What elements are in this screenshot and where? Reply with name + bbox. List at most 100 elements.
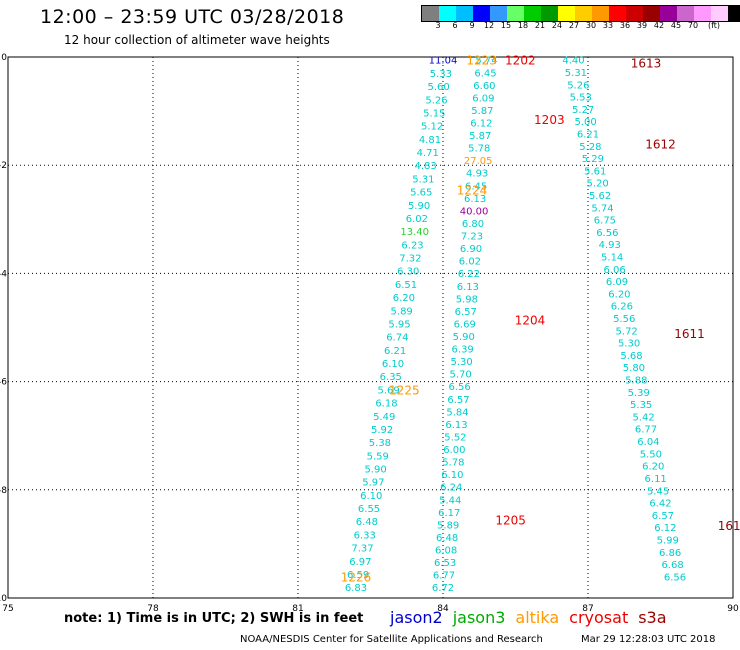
y-tick-label: -10: [0, 594, 7, 604]
pass-time-label: 1205: [495, 514, 526, 528]
track-c-swh-value: 4.40: [562, 56, 584, 67]
track-b-swh-value: 6.48: [436, 533, 458, 544]
color-swatch: [541, 6, 558, 21]
track-c-swh-value: 5.80: [623, 363, 645, 374]
units-note: note: 1) Time is in UTC; 2) SWH is in fe…: [64, 611, 364, 626]
color-swatch: [524, 6, 541, 21]
track-b-swh-value: 5.84: [446, 407, 468, 418]
track-c-swh-value: 5.42: [632, 412, 654, 423]
track-b-swh-value: 5.30: [451, 357, 473, 368]
track-b-swh-value: 6.56: [448, 382, 470, 393]
track-a-swh-value: 5.33: [430, 69, 452, 80]
track-c-swh-value: 5.45: [647, 486, 669, 497]
color-scale-tick: 12: [483, 21, 495, 30]
pass-time-label: 1223: [466, 54, 497, 68]
track-b-swh-value: 6.02: [459, 257, 481, 268]
track-b-swh-value: 6.08: [435, 546, 457, 557]
legend-jason2: jason2: [390, 608, 443, 627]
x-tick-label: 78: [147, 604, 159, 614]
track-b-swh-value: 5.70: [449, 370, 471, 381]
color-scale-tick: 33: [602, 21, 614, 30]
color-swatch: [507, 6, 524, 21]
track-a-swh-value: 5.89: [391, 306, 413, 317]
color-swatch: [490, 6, 507, 21]
track-c-swh-value: 6.04: [637, 437, 659, 448]
color-swatch: [558, 6, 575, 21]
pass-time-label: 1226: [341, 570, 372, 584]
track-a-swh-value: 4.71: [417, 148, 439, 159]
color-scale-tick: 3: [435, 21, 441, 30]
y-tick-label: -6: [0, 378, 7, 388]
track-b-swh-value: 6.13: [464, 194, 486, 205]
track-a-swh-value: 5.60: [428, 82, 450, 93]
track-c-swh-value: 5.35: [630, 400, 652, 411]
track-b-swh-value: 6.90: [460, 244, 482, 255]
generated-timestamp: Mar 29 12:28:03 UTC 2018: [581, 634, 716, 645]
track-c-swh-value: 6.56: [664, 572, 686, 583]
track-a-swh-value: 5.92: [371, 425, 393, 436]
track-b-swh-value: 6.10: [441, 470, 463, 481]
x-tick-label: 90: [727, 604, 739, 614]
color-scale-tick: 24: [551, 21, 563, 30]
track-c-swh-value: 5.31: [565, 68, 587, 79]
track-c-swh-value: 5.39: [628, 388, 650, 399]
track-c-swh-value: 5.74: [591, 203, 613, 214]
track-c-swh-value: 5.62: [589, 191, 611, 202]
pass-time-label: 1611: [674, 327, 705, 341]
track-c-swh-value: 6.06: [603, 265, 625, 276]
y-tick-label: -2: [0, 161, 7, 171]
track-a-swh-value: 5.26: [425, 95, 447, 106]
color-scale-tick: 15: [500, 21, 512, 30]
legend-jason3: jason3: [452, 608, 506, 627]
track-b-swh-value: 5.98: [456, 294, 478, 305]
color-scale-tick: 9: [469, 21, 475, 30]
pass-time-label: 1204: [515, 313, 546, 327]
track-a-swh-value: 6.02: [406, 214, 428, 225]
track-c-swh-value: 5.50: [640, 449, 662, 460]
track-b-swh-value: 6.09: [472, 93, 494, 104]
track-b-swh-value: 6.57: [455, 307, 477, 318]
track-a-swh-value: 5.59: [367, 451, 389, 462]
track-c-swh-value: 5.56: [613, 314, 635, 325]
track-b-swh-value: 6.13: [457, 282, 479, 293]
y-tick-label: -8: [0, 486, 7, 496]
track-b-swh-value: 6.17: [438, 508, 460, 519]
track-a-swh-value: 6.23: [401, 240, 423, 251]
track-c-swh-value: 5.27: [572, 105, 594, 116]
color-scale-bar: [421, 5, 740, 22]
track-b-swh-value: 5.44: [439, 495, 461, 506]
legend-altika: altika: [515, 608, 560, 627]
track-c-swh-value: 5.26: [567, 80, 589, 91]
track-a-swh-value: 6.97: [349, 557, 371, 568]
color-swatch: [473, 6, 490, 21]
track-c-swh-value: 6.68: [661, 560, 683, 571]
track-b-swh-value: 6.13: [445, 420, 467, 431]
y-tick-label: 0: [1, 53, 7, 63]
page-subtitle: 12 hour collection of altimeter wave hei…: [64, 33, 330, 47]
track-a-swh-value: 5.38: [369, 438, 391, 449]
track-a-swh-value: 6.20: [393, 293, 415, 304]
color-swatch: [728, 6, 740, 21]
legend-cryosat: cryosat: [569, 608, 629, 627]
track-a-swh-value: 13.40: [400, 227, 429, 238]
track-a-swh-value: 6.10: [360, 491, 382, 502]
color-swatch: [660, 6, 677, 21]
track-c-swh-value: 5.28: [579, 142, 601, 153]
color-scale-tick: 70: [687, 21, 699, 30]
track-a-swh-value: 5.31: [412, 174, 434, 185]
track-a-swh-value: 5.12: [421, 122, 443, 133]
track-c-swh-value: 4.93: [599, 240, 621, 251]
track-b-swh-value: 6.45: [465, 181, 487, 192]
credit-line: NOAA/NESDIS Center for Satellite Applica…: [240, 634, 543, 645]
track-c-swh-value: 6.57: [652, 511, 674, 522]
x-tick-label: 84: [437, 604, 449, 614]
color-swatch: [422, 6, 439, 21]
track-b-swh-value: 6.57: [447, 395, 469, 406]
track-a-swh-value: 6.33: [354, 530, 376, 541]
color-scale-tick: 30: [585, 21, 597, 30]
track-b-swh-value: 7.23: [461, 232, 483, 243]
track-a-swh-value: 6.18: [375, 399, 397, 410]
x-tick-label: 87: [582, 604, 593, 614]
track-c-swh-value: 6.42: [649, 499, 671, 510]
track-c-swh-value: 5.88: [625, 376, 647, 387]
